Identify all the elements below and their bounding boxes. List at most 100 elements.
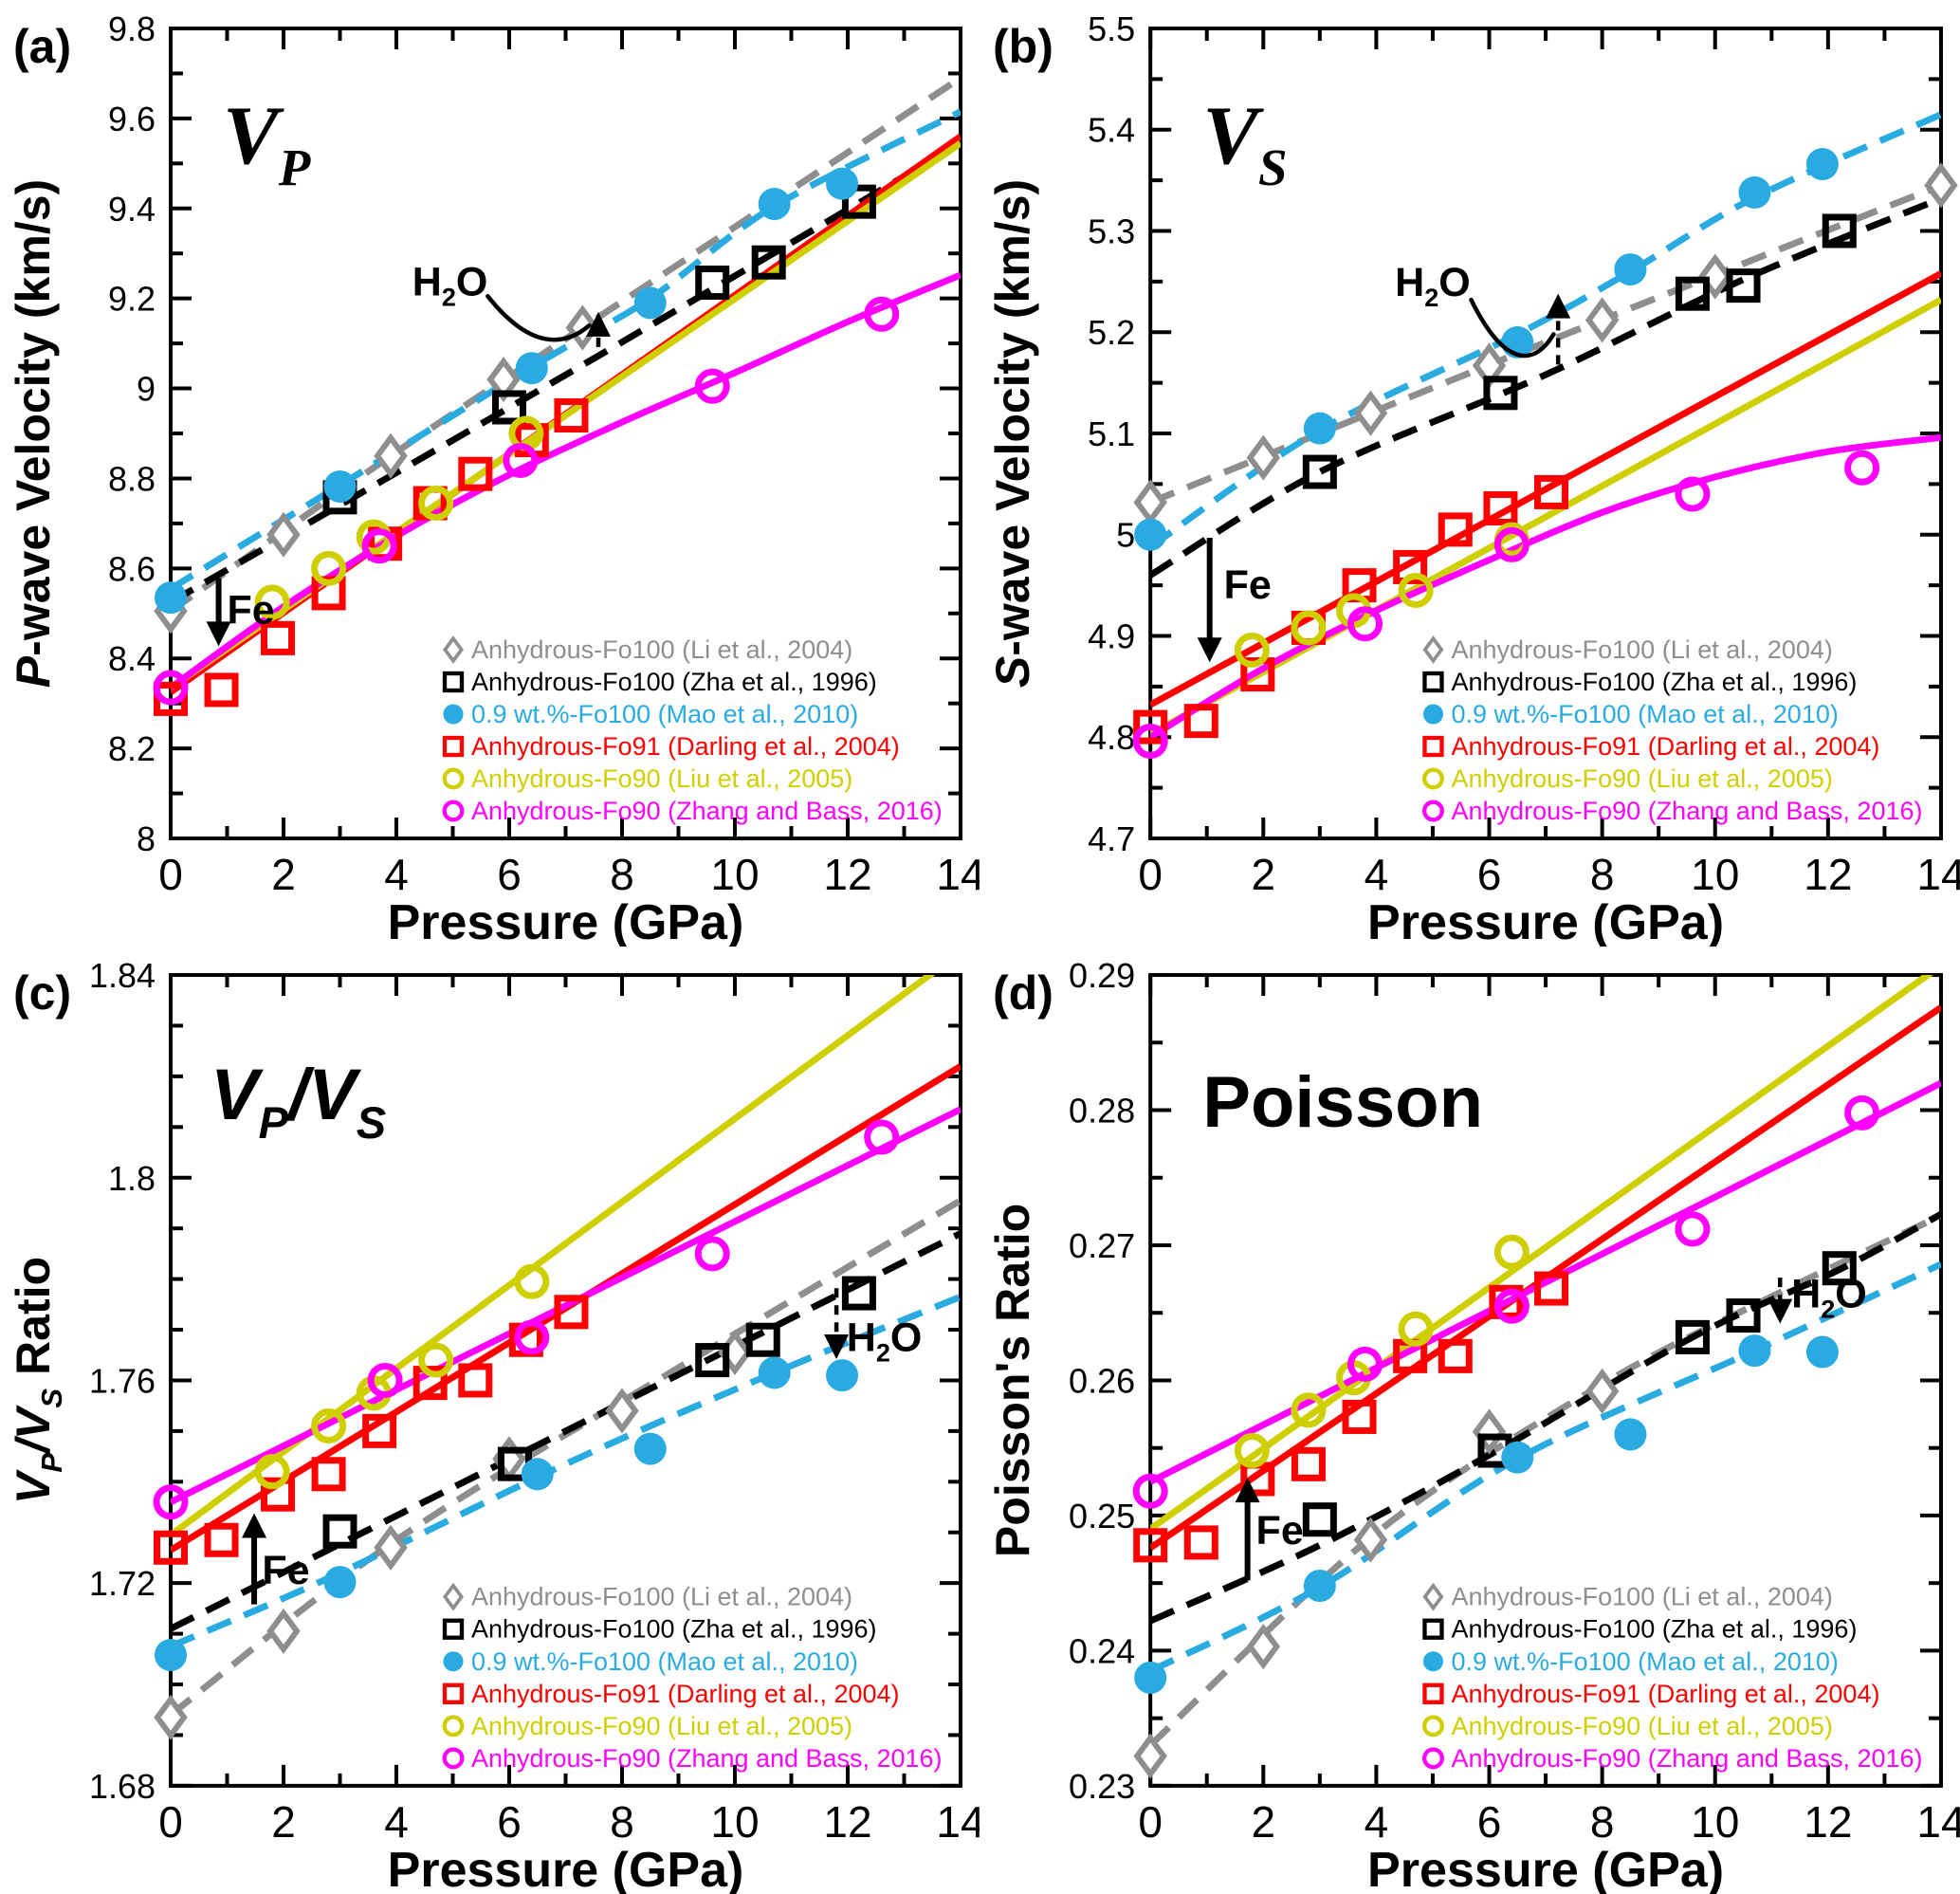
svg-text:9.8: 9.8 bbox=[108, 9, 156, 48]
svg-text:1.72: 1.72 bbox=[89, 1564, 156, 1603]
tick-labels: 0 2 4 6 8 10 12 14 8 8.2 8.4 8.6 8.8 9 9.2 9.4 9.6 9.8 bbox=[108, 9, 980, 899]
legend-label-zhang2016: Anhydrous-Fo90 (Zhang and Bass, 2016) bbox=[471, 1744, 943, 1773]
svg-text:Fe: Fe bbox=[262, 1548, 309, 1593]
svg-text:4: 4 bbox=[1365, 850, 1389, 899]
svg-text:2: 2 bbox=[271, 1797, 296, 1847]
panel-d-chart: 0 2 4 6 8 10 12 14 0.23 0.24 0.25 0.26 0.27 0.28 0.29 P… bbox=[986, 956, 1960, 1894]
panel-letter: (a) bbox=[13, 20, 71, 73]
panel-title: VP/VS bbox=[211, 1055, 386, 1148]
tick-labels: 0 2 4 6 8 10 12 14 4.7 4.8 4.9 5 5.1 5.2 5.3 5.4 5.5 bbox=[1088, 9, 1960, 899]
svg-text:1.68: 1.68 bbox=[89, 1767, 156, 1806]
legend-label-zha1996: Anhydrous-Fo100 (Zha et al., 1996) bbox=[1451, 1615, 1857, 1644]
svg-text:0.23: 0.23 bbox=[1069, 1767, 1135, 1806]
plot-frame bbox=[169, 27, 962, 840]
legend-label-li2004: Anhydrous-Fo100 (Li et al., 2004) bbox=[1451, 1583, 1832, 1611]
svg-text:14: 14 bbox=[936, 850, 980, 899]
panel-title: Poisson bbox=[1202, 1062, 1483, 1143]
line-li2004 bbox=[1150, 182, 1941, 506]
svg-text:0.28: 0.28 bbox=[1069, 1092, 1135, 1131]
svg-text:4: 4 bbox=[1365, 1797, 1389, 1847]
points-zhang2016 bbox=[1132, 450, 1880, 760]
panel-b-vs: 0 2 4 6 8 10 12 14 4.7 4.8 4.9 5 5.1 5.2 5.3 5.4 5.5 Pres… bbox=[980, 0, 1960, 947]
annotations: Fe H2O bbox=[1235, 1272, 1867, 1581]
line-darling2004 bbox=[1150, 270, 1941, 708]
points-li2004 bbox=[1133, 162, 1958, 525]
svg-text:0: 0 bbox=[158, 850, 183, 899]
svg-text:5.1: 5.1 bbox=[1088, 414, 1135, 453]
points-mao2010 bbox=[1134, 1334, 1839, 1694]
legend-label-liu2005: Anhydrous-Fo90 (Liu et al., 2005) bbox=[471, 764, 852, 793]
x-axis-title: Pressure (GPa) bbox=[388, 1843, 744, 1894]
svg-text:0.27: 0.27 bbox=[1069, 1226, 1135, 1265]
line-liu2005 bbox=[171, 975, 936, 1538]
legend-label-mao2010: 0.9 wt.%-Fo100 (Mao et al., 2010) bbox=[471, 700, 858, 728]
legend-label-zhang2016: Anhydrous-Fo90 (Zhang and Bass, 2016) bbox=[1451, 1744, 1922, 1773]
legend-label-zhang2016: Anhydrous-Fo90 (Zhang and Bass, 2016) bbox=[471, 797, 943, 825]
svg-text:H2O: H2O bbox=[1791, 1272, 1867, 1324]
svg-text:14: 14 bbox=[936, 1797, 980, 1847]
annotations: Fe H2O bbox=[1197, 260, 1571, 663]
line-zhang2016 bbox=[1150, 1079, 1941, 1485]
svg-text:8.4: 8.4 bbox=[108, 639, 156, 678]
plot-frame bbox=[1148, 973, 1943, 1788]
line-zha1996 bbox=[1150, 195, 1941, 579]
svg-text:6: 6 bbox=[1477, 1797, 1502, 1847]
y-axis-title: S-wave Velocity (km/s) bbox=[986, 179, 1039, 688]
svg-text:4: 4 bbox=[384, 1797, 409, 1847]
svg-text:H2O: H2O bbox=[412, 259, 488, 311]
svg-text:10: 10 bbox=[710, 850, 759, 899]
svg-text:6: 6 bbox=[1477, 850, 1502, 899]
legend-label-mao2010: 0.9 wt.%-Fo100 (Mao et al., 2010) bbox=[471, 1647, 858, 1676]
y-axis-title: Poisson's Ratio bbox=[986, 1204, 1039, 1557]
panel-title: VP bbox=[223, 90, 311, 196]
svg-text:6: 6 bbox=[497, 1797, 522, 1847]
legend-label-darling2004: Anhydrous-Fo91 (Darling et al., 2004) bbox=[471, 1680, 900, 1708]
svg-text:12: 12 bbox=[1804, 1797, 1852, 1847]
svg-text:8.2: 8.2 bbox=[108, 729, 156, 768]
svg-text:9.2: 9.2 bbox=[108, 280, 156, 319]
legend-label-zha1996: Anhydrous-Fo100 (Zha et al., 1996) bbox=[1451, 668, 1857, 696]
x-axis-title: Pressure (GPa) bbox=[1367, 895, 1724, 947]
svg-text:0.24: 0.24 bbox=[1069, 1631, 1135, 1670]
legend-label-li2004: Anhydrous-Fo100 (Li et al., 2004) bbox=[471, 1583, 852, 1611]
plot-frame bbox=[1148, 27, 1943, 840]
axis-ticks bbox=[1148, 973, 1943, 1788]
svg-text:4.7: 4.7 bbox=[1088, 819, 1135, 858]
legend-label-liu2005: Anhydrous-Fo90 (Liu et al., 2005) bbox=[1451, 764, 1832, 793]
legend-label-zhang2016: Anhydrous-Fo90 (Zhang and Bass, 2016) bbox=[1451, 797, 1922, 825]
tick-labels: 0 2 4 6 8 10 12 14 0.23 0.24 0.25 0.26 0.27 0.28 0.29 bbox=[1069, 956, 1960, 1847]
legend-label-zha1996: Anhydrous-Fo100 (Zha et al., 1996) bbox=[471, 1615, 877, 1644]
points-mao2010 bbox=[155, 1356, 859, 1672]
legend: Anhydrous-Fo100 (Li et al., 2004) Anhydro… bbox=[442, 1583, 943, 1773]
svg-text:8: 8 bbox=[1590, 1797, 1615, 1847]
legend-label-li2004: Anhydrous-Fo100 (Li et al., 2004) bbox=[1451, 635, 1832, 664]
line-zha1996 bbox=[171, 139, 961, 605]
panel-title: VS bbox=[1202, 90, 1287, 196]
svg-text:H2O: H2O bbox=[847, 1315, 923, 1367]
x-axis-title: Pressure (GPa) bbox=[388, 895, 744, 947]
panel-c-chart: 0 2 4 6 8 10 12 14 1.68 1.72 1.76 1.8 1.84 Pressure (… bbox=[7, 956, 980, 1894]
points-li2004 bbox=[1133, 1368, 1620, 1779]
legend-label-liu2005: Anhydrous-Fo90 (Liu et al., 2005) bbox=[471, 1712, 852, 1740]
svg-text:8.6: 8.6 bbox=[108, 549, 156, 588]
svg-text:8.8: 8.8 bbox=[108, 459, 156, 498]
svg-text:1.84: 1.84 bbox=[89, 956, 156, 995]
svg-text:10: 10 bbox=[710, 1797, 759, 1847]
svg-text:0.25: 0.25 bbox=[1069, 1497, 1135, 1535]
svg-text:14: 14 bbox=[1916, 1797, 1960, 1847]
legend-label-darling2004: Anhydrous-Fo91 (Darling et al., 2004) bbox=[1451, 1680, 1879, 1708]
svg-text:5.2: 5.2 bbox=[1088, 313, 1135, 352]
svg-text:8: 8 bbox=[610, 1797, 634, 1847]
line-liu2005 bbox=[1150, 975, 1934, 1533]
panel-b-chart: 0 2 4 6 8 10 12 14 4.7 4.8 4.9 5 5.1 5.2 5.3 5.4 5.5 Pres… bbox=[986, 9, 1960, 947]
svg-text:12: 12 bbox=[1804, 850, 1852, 899]
svg-text:1.8: 1.8 bbox=[108, 1159, 156, 1198]
legend-label-mao2010: 0.9 wt.%-Fo100 (Mao et al., 2010) bbox=[1451, 700, 1838, 728]
tick-labels: 0 2 4 6 8 10 12 14 1.68 1.72 1.76 1.8 1.84 bbox=[89, 956, 980, 1847]
line-zhang2016 bbox=[171, 1106, 961, 1505]
points-zha1996 bbox=[322, 184, 876, 515]
legend-label-liu2005: Anhydrous-Fo90 (Liu et al., 2005) bbox=[1451, 1712, 1832, 1740]
svg-text:4: 4 bbox=[384, 850, 409, 899]
svg-text:8: 8 bbox=[137, 819, 156, 858]
